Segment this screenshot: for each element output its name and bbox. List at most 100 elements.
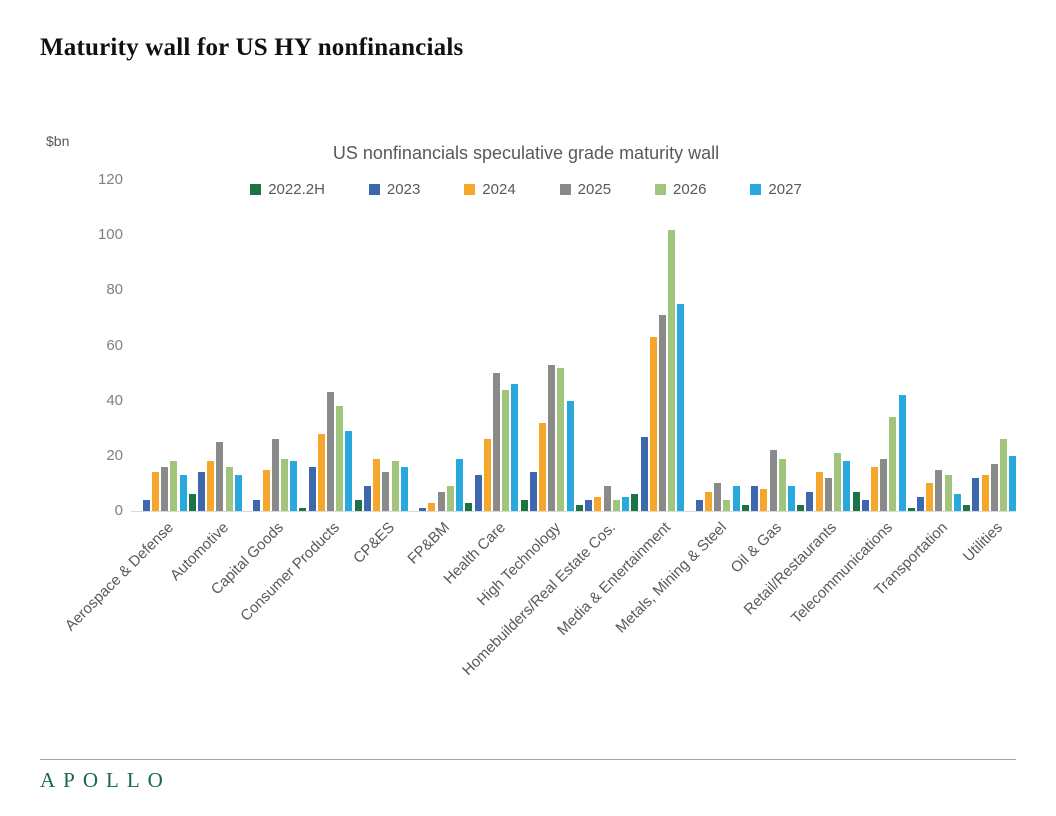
legend-item-2024: 2024	[464, 181, 516, 198]
legend-label: 2025	[577, 181, 612, 198]
bar-Media & Entertainment-2022.2H	[631, 494, 639, 511]
bar-High Technology-2024	[539, 422, 547, 511]
bar-Aerospace & Defense-2025	[161, 466, 169, 511]
legend-item-2026: 2026	[655, 181, 706, 198]
bar-Consumer Products-2026	[336, 406, 344, 511]
bar-Metals, Mining & Steel-2026	[723, 499, 731, 511]
bar-Metals, Mining & Steel-2023	[695, 499, 703, 511]
bar-Consumer Products-2025	[327, 392, 335, 511]
x-axis-label: Consumer Products	[236, 519, 343, 625]
bar-Capital Goods-2024	[262, 469, 270, 511]
x-axis-label: CP&ES	[349, 519, 398, 567]
bar-Metals, Mining & Steel-2024	[705, 491, 713, 511]
bar-Oil & Gas-2026	[778, 458, 786, 511]
bar-Homebuilders/Real Estate Cos.-2023	[585, 499, 593, 511]
bar-Health Care-2026	[502, 389, 510, 511]
bar-Oil & Gas-2022.2H	[741, 505, 749, 511]
bar-Aerospace & Defense-2026	[170, 461, 178, 511]
bar-Retail/Restaurants-2026	[834, 453, 842, 511]
bar-Telecommunications-2022.2H	[852, 491, 860, 511]
bar-Transportation-2025	[935, 469, 943, 511]
bar-Automotive-2024	[207, 461, 215, 511]
legend-label: 2026	[673, 181, 707, 198]
bar-Telecommunications-2024	[870, 466, 878, 511]
y-tick-label: 40	[106, 391, 123, 409]
bar-High Technology-2026	[557, 367, 565, 511]
bar-Telecommunications-2025	[880, 458, 888, 511]
bar-Media & Entertainment-2026	[668, 229, 676, 511]
bar-High Technology-2025	[548, 364, 556, 511]
x-axis-label: Media & Entertainment	[554, 519, 675, 639]
y-tick-label: 0	[114, 502, 123, 519]
legend: 2022.2H 2023 2024 2025 2026 2027	[131, 181, 921, 198]
bar-Capital Goods-2023	[253, 499, 261, 511]
bar-Health Care-2022.2H	[465, 502, 473, 511]
x-axis-label: Transportation	[871, 519, 952, 600]
footer-divider	[40, 759, 1016, 760]
bar-Transportation-2024	[926, 483, 934, 511]
bar-Oil & Gas-2023	[751, 486, 759, 511]
x-axis-label: FP&BM	[404, 519, 454, 568]
bar-Health Care-2023	[474, 475, 482, 511]
x-axis-label: Oil & Gas	[727, 519, 786, 577]
bar-Consumer Products-2022.2H	[299, 508, 307, 511]
bar-Oil & Gas-2024	[760, 488, 768, 511]
bar-Capital Goods-2027	[290, 461, 298, 511]
bar-Media & Entertainment-2025	[658, 315, 666, 511]
bar-Transportation-2022.2H	[907, 508, 915, 511]
bar-FP&BM-2026	[446, 486, 454, 511]
bar-Automotive-2025	[216, 442, 224, 511]
bar-Capital Goods-2025	[271, 439, 279, 511]
bar-Utilities-2025	[990, 464, 998, 511]
bar-Transportation-2023	[917, 497, 925, 511]
page-title: Maturity wall for US HY nonfinancials	[40, 34, 464, 61]
bar-Retail/Restaurants-2025	[824, 477, 832, 511]
bar-CP&ES-2025	[382, 472, 390, 511]
bar-Telecommunications-2023	[861, 499, 869, 511]
bar-CP&ES-2026	[391, 461, 399, 511]
bar-Media & Entertainment-2023	[640, 436, 648, 511]
bar-Utilities-2023	[972, 477, 980, 511]
bar-Telecommunications-2026	[889, 417, 897, 511]
y-tick-label: 100	[97, 226, 123, 244]
bar-CP&ES-2024	[373, 458, 381, 511]
legend-label: 2024	[482, 181, 516, 198]
bar-FP&BM-2027	[456, 458, 464, 511]
legend-swatch-icon	[368, 184, 380, 195]
x-axis-label: Health Care	[439, 519, 509, 588]
bar-Media & Entertainment-2027	[677, 304, 685, 511]
legend-label: 2023	[386, 181, 421, 198]
y-tick-label: 120	[97, 171, 123, 188]
bar-CP&ES-2022.2H	[354, 499, 362, 511]
legend-item-2023: 2023	[368, 181, 421, 198]
legend-label: 2022.2H	[268, 181, 325, 198]
apollo-logo: APOLLO	[40, 768, 171, 792]
bar-CP&ES-2023	[363, 486, 371, 511]
bar-Health Care-2027	[511, 384, 519, 511]
bar-Media & Entertainment-2024	[649, 337, 657, 511]
legend-swatch-icon	[464, 184, 476, 195]
bar-Oil & Gas-2027	[787, 486, 795, 511]
bar-Retail/Restaurants-2024	[815, 472, 823, 511]
legend-swatch-icon	[655, 184, 667, 195]
bar-Oil & Gas-2025	[769, 450, 777, 511]
bar-Aerospace & Defense-2024	[151, 472, 159, 511]
bar-Homebuilders/Real Estate Cos.-2027	[622, 497, 629, 511]
x-axis-label: Aerospace & Defense	[61, 519, 177, 635]
bar-Homebuilders/Real Estate Cos.-2022.2H	[576, 505, 583, 511]
x-axis-label: Capital Goods	[208, 519, 288, 599]
y-tick-label: 60	[106, 336, 123, 354]
legend-item-2022.2H: 2022.2H	[250, 181, 325, 198]
x-axis-line	[131, 511, 1016, 512]
bar-High Technology-2023	[529, 472, 537, 511]
y-tick-label: 80	[106, 281, 123, 299]
bar-Consumer Products-2027	[345, 431, 353, 511]
bar-Retail/Restaurants-2023	[806, 491, 814, 511]
bar-FP&BM-2023	[419, 508, 427, 511]
x-axis-label: Retail/Restaurants	[741, 519, 841, 619]
bar-Health Care-2024	[483, 439, 491, 511]
x-axis-label: Homebuilders/Real Estate Cos.	[459, 519, 620, 679]
bar-Utilities-2022.2H	[963, 505, 971, 511]
x-axis-label: Automotive	[166, 519, 232, 585]
bar-Homebuilders/Real Estate Cos.-2025	[603, 486, 611, 511]
